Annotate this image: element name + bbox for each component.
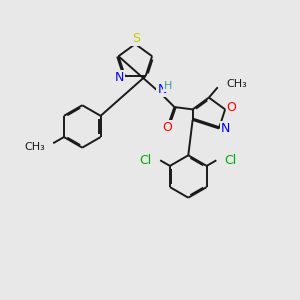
Text: Cl: Cl xyxy=(140,154,152,167)
Text: O: O xyxy=(227,101,236,114)
Text: CH₃: CH₃ xyxy=(24,142,45,152)
Text: N: N xyxy=(157,83,167,96)
Text: H: H xyxy=(164,81,173,92)
Text: N: N xyxy=(221,122,230,135)
Text: O: O xyxy=(163,121,172,134)
Text: CH₃: CH₃ xyxy=(226,79,247,89)
Text: N: N xyxy=(114,71,124,84)
Text: Cl: Cl xyxy=(225,154,237,167)
Text: S: S xyxy=(132,32,140,45)
